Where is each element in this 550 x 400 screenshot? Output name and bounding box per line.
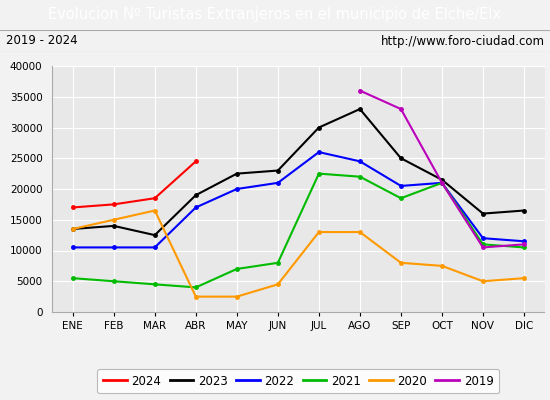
Text: http://www.foro-ciudad.com: http://www.foro-ciudad.com	[381, 34, 544, 48]
Text: Evolucion Nº Turistas Extranjeros en el municipio de Elche/Elx: Evolucion Nº Turistas Extranjeros en el …	[48, 8, 502, 22]
Text: 2019 - 2024: 2019 - 2024	[6, 34, 77, 48]
Legend: 2024, 2023, 2022, 2021, 2020, 2019: 2024, 2023, 2022, 2021, 2020, 2019	[97, 369, 499, 394]
